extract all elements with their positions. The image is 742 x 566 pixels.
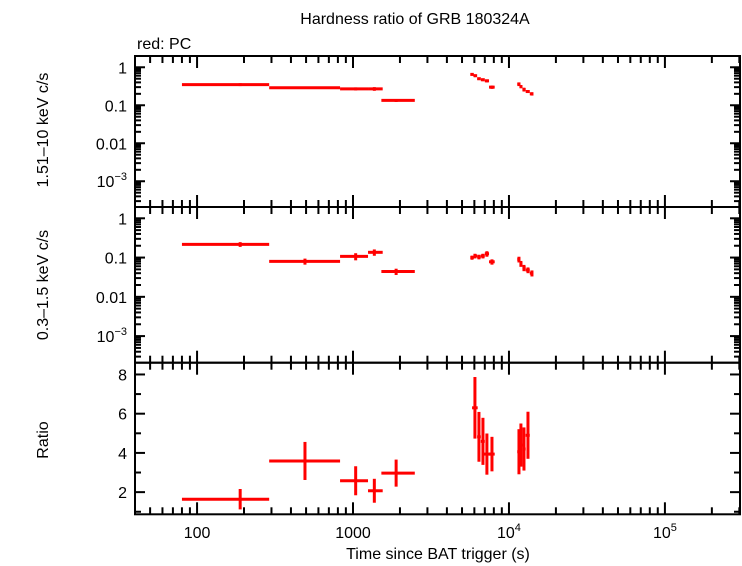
y-tick-label: 0.1 bbox=[105, 98, 127, 115]
y-tick-label: 10−3 bbox=[97, 326, 127, 346]
panel-frame bbox=[134, 206, 741, 364]
x-tick-label: 104 bbox=[497, 522, 521, 542]
data-point bbox=[477, 254, 481, 260]
data-point bbox=[181, 242, 270, 247]
data-point bbox=[519, 260, 523, 267]
y-tick-label: 8 bbox=[118, 367, 127, 384]
data-point bbox=[522, 264, 526, 272]
y-axis-label: 1.51–10 keV c/s bbox=[35, 73, 52, 188]
data-point bbox=[381, 268, 415, 275]
data-point bbox=[517, 82, 521, 87]
data-point bbox=[269, 258, 341, 265]
y-axis-label: 0.3–1.5 keV c/s bbox=[35, 230, 52, 340]
x-tick-label: 1000 bbox=[335, 525, 371, 542]
data-point bbox=[340, 466, 369, 496]
panel-2: 0.3–1.5 keV c/s bbox=[35, 206, 741, 364]
data-point bbox=[480, 253, 485, 259]
data-point bbox=[340, 87, 369, 91]
y-tick-label: 4 bbox=[118, 446, 127, 463]
data-point bbox=[473, 253, 478, 259]
panel-1: 1.51–10 keV c/s bbox=[35, 55, 741, 208]
data-point bbox=[368, 87, 383, 91]
panel-frame bbox=[134, 361, 741, 516]
data-point bbox=[381, 98, 415, 102]
data-point bbox=[517, 256, 521, 263]
data-point bbox=[525, 90, 530, 94]
y-tick-label: 0.1 bbox=[105, 251, 127, 268]
data-point bbox=[368, 478, 383, 503]
data-point bbox=[477, 77, 481, 81]
x-axis-label: Time since BAT trigger (s) bbox=[346, 546, 530, 563]
data-point bbox=[340, 253, 369, 261]
data-point bbox=[181, 489, 270, 510]
data-point bbox=[522, 427, 526, 471]
x-tick-label: 105 bbox=[653, 522, 677, 542]
data-point bbox=[269, 441, 341, 480]
data-point bbox=[480, 417, 485, 465]
y-tick-label: 1 bbox=[118, 60, 127, 77]
data-point bbox=[529, 92, 534, 96]
data-point bbox=[529, 270, 534, 277]
data-point bbox=[181, 83, 270, 87]
y-tick-label: 0.01 bbox=[96, 290, 127, 307]
data-point bbox=[269, 86, 341, 90]
data-point bbox=[480, 78, 485, 82]
data-point bbox=[489, 436, 495, 472]
data-point bbox=[519, 423, 523, 467]
data-point bbox=[473, 74, 478, 78]
y-tick-label: 10−3 bbox=[97, 171, 127, 191]
data-point bbox=[489, 259, 495, 265]
y-tick-label: 6 bbox=[118, 407, 127, 424]
y-tick-label: 2 bbox=[118, 485, 127, 502]
data-point bbox=[525, 267, 530, 274]
y-axis-label: Ratio bbox=[35, 421, 52, 458]
y-tick-label: 1 bbox=[118, 211, 127, 228]
data-point bbox=[368, 249, 383, 256]
data-point bbox=[470, 255, 474, 260]
data-point bbox=[472, 377, 478, 439]
y-tick-label: 0.01 bbox=[96, 136, 127, 153]
panel-3: Ratio bbox=[35, 361, 741, 516]
panel-frame bbox=[134, 55, 741, 208]
data-point bbox=[381, 459, 415, 487]
data-point bbox=[525, 411, 530, 459]
data-point bbox=[484, 79, 490, 83]
x-tick-label: 100 bbox=[184, 525, 211, 542]
data-point bbox=[489, 85, 495, 89]
data-point bbox=[484, 251, 490, 257]
data-point bbox=[522, 87, 526, 92]
legend-note: red: PC bbox=[137, 36, 191, 53]
data-point bbox=[477, 411, 481, 462]
chart-title: Hardness ratio of GRB 180324A bbox=[300, 11, 530, 28]
data-point bbox=[470, 72, 474, 76]
data-point bbox=[519, 85, 523, 89]
